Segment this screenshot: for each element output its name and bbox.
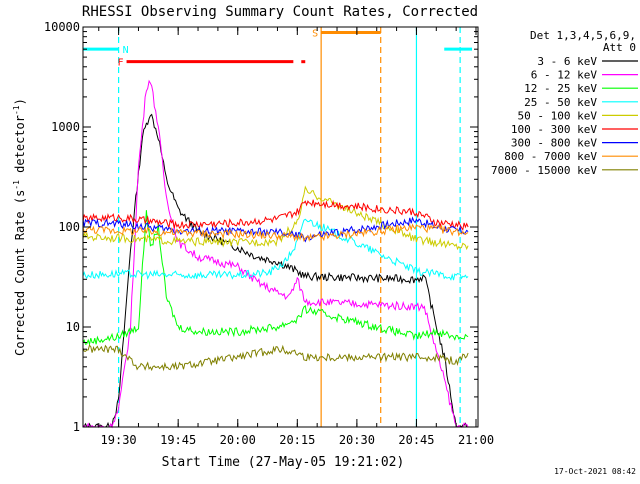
x-tick-label-5: 20:45 xyxy=(398,433,434,447)
series-line-3-seg-0 xyxy=(82,218,469,281)
detector-note-line1: Det 1,3,4,5,6,9, xyxy=(530,29,636,42)
series-line-0-seg-0 xyxy=(82,113,469,429)
series-layer xyxy=(82,79,469,429)
x-tick-label-4: 20:30 xyxy=(339,433,375,447)
legend-label-3: 25 - 50 keV xyxy=(524,96,597,109)
y-tick-label-1: 10 xyxy=(66,320,80,334)
y-tick-label-0: 1 xyxy=(73,420,80,434)
flag-label-N: N xyxy=(123,45,129,56)
series-line-5-seg-0 xyxy=(82,199,469,232)
x-tick-label-6: 21:00 xyxy=(458,433,494,447)
y-axis-label-mid: detector xyxy=(13,115,27,180)
x-axis-label: Start Time (27-May-05 19:21:02) xyxy=(162,455,405,470)
legend-label-6: 300 - 800 keV xyxy=(511,137,597,150)
detector-note-line2: Att 0 xyxy=(603,41,636,54)
legend-label-5: 100 - 300 keV xyxy=(511,123,597,136)
series-line-1-seg-0 xyxy=(82,79,469,429)
x-tick-label-0: 19:30 xyxy=(101,433,137,447)
axes-layer: 1 10 100 1000 10000 19:30 19:45 20:00 20:15 20:30… xyxy=(44,20,494,447)
x-tick-label-1: 19:45 xyxy=(160,433,196,447)
series-line-6-seg-0 xyxy=(82,216,469,243)
x-tick-label-2: 20:00 xyxy=(220,433,256,447)
series-line-8-seg-0 xyxy=(82,344,469,372)
series-line-4-seg-0 xyxy=(82,185,469,251)
legend-label-8: 7000 - 15000 keV xyxy=(491,164,597,177)
series-line-7-seg-0 xyxy=(82,223,469,242)
y-axis-label-end: ) xyxy=(13,98,27,105)
x-tick-label-3: 20:15 xyxy=(279,433,315,447)
legend-label-7: 800 - 7000 keV xyxy=(504,150,597,163)
y-axis-label: Corrected Count Rate (s-1 detector-1) xyxy=(12,98,27,356)
y-tick-label-2: 100 xyxy=(58,220,80,234)
flag-label-F: F xyxy=(118,58,124,69)
y-tick-label-3: 1000 xyxy=(51,120,80,134)
legend-label-4: 50 - 100 keV xyxy=(518,109,598,122)
legend-label-1: 6 - 12 keV xyxy=(531,69,598,82)
y-axis-label-main: Corrected Count Rate (s xyxy=(13,190,27,356)
y-tick-label-4: 10000 xyxy=(44,20,80,34)
legend-label-0: 3 - 6 keV xyxy=(537,55,597,68)
chart-title: RHESSI Observing Summary Count Rates, Co… xyxy=(82,4,478,20)
y-axis-label-sup1: -1 xyxy=(12,180,21,190)
flag-label-S: S xyxy=(312,29,318,40)
legend-label-2: 12 - 25 keV xyxy=(524,82,597,95)
y-axis-label-sup2: -1 xyxy=(12,105,21,115)
timestamp-label: 17-Oct-2021 08:42 xyxy=(554,467,636,476)
flags-layer: NF S xyxy=(82,29,473,69)
